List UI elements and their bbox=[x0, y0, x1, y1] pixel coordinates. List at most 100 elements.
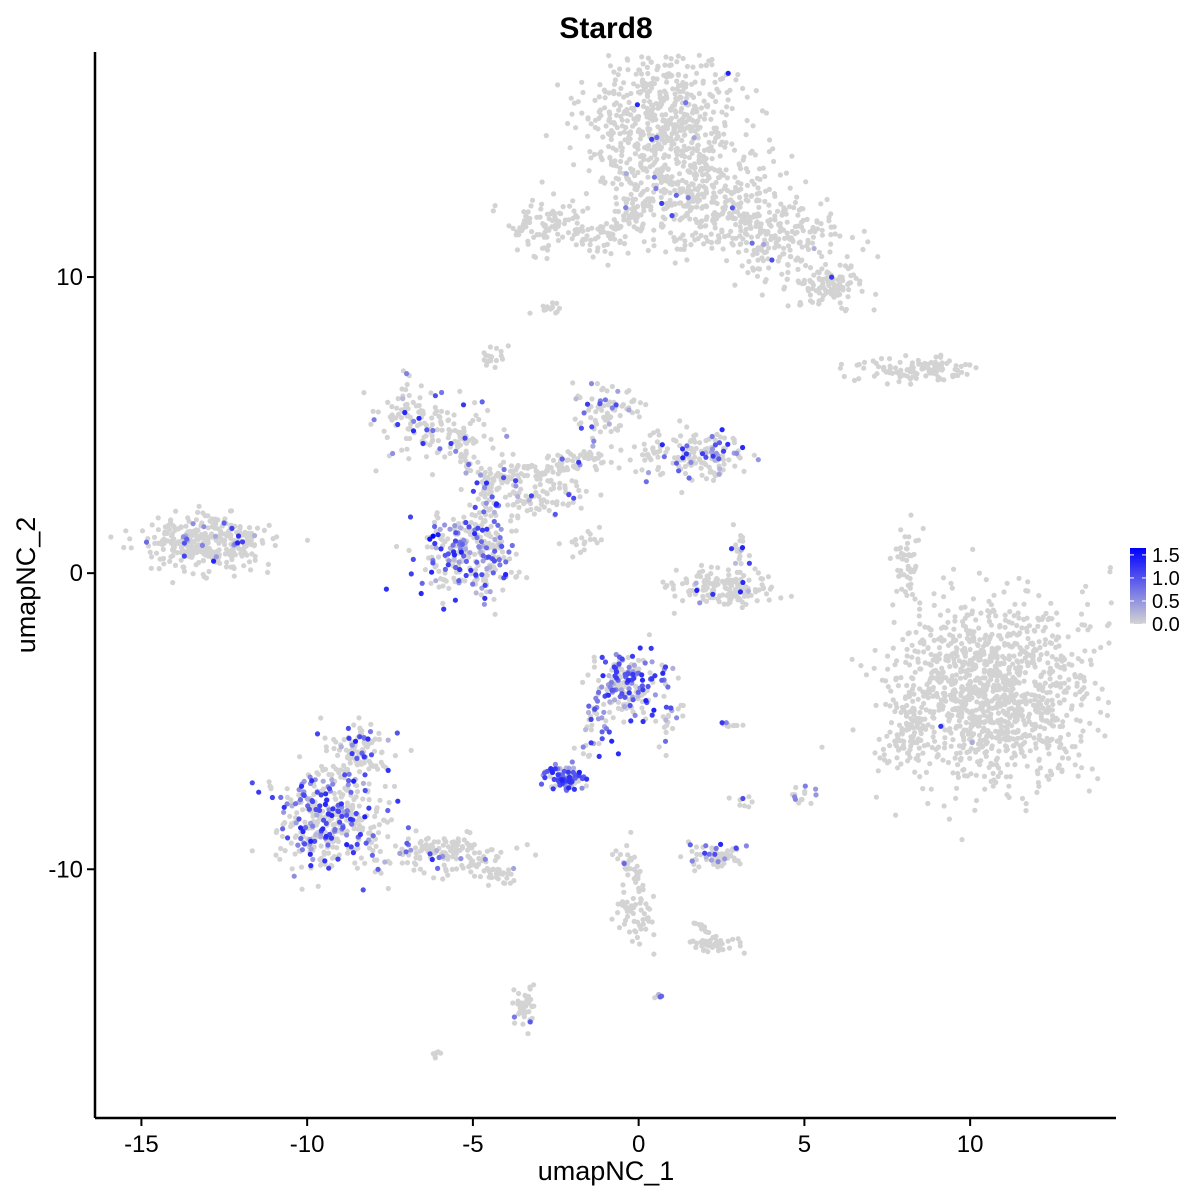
cell-point bbox=[619, 902, 625, 908]
cell-point bbox=[694, 573, 700, 579]
cell-point bbox=[282, 848, 288, 854]
cell-point bbox=[934, 690, 940, 697]
cell-point bbox=[1040, 614, 1046, 620]
cell-point bbox=[935, 377, 941, 383]
cell-point bbox=[909, 365, 915, 371]
cell-point bbox=[818, 221, 824, 227]
cell-point bbox=[737, 166, 744, 172]
cell-point bbox=[688, 128, 694, 134]
cell-point bbox=[723, 140, 729, 146]
cell-point bbox=[599, 175, 605, 181]
cell-point bbox=[627, 156, 633, 162]
cell-point bbox=[719, 109, 725, 115]
cell-point bbox=[384, 434, 390, 440]
cell-point bbox=[950, 372, 956, 378]
cell-point bbox=[358, 855, 364, 861]
cell-point bbox=[956, 718, 962, 724]
cell-point bbox=[418, 383, 424, 389]
cell-point bbox=[759, 576, 766, 582]
cell-point bbox=[625, 57, 631, 63]
cell-point bbox=[810, 234, 817, 240]
cell-point bbox=[722, 183, 729, 189]
cell-point bbox=[983, 735, 989, 741]
cell-point bbox=[673, 567, 679, 573]
cell-point bbox=[912, 596, 918, 602]
cell-point bbox=[954, 653, 960, 659]
cell-point bbox=[249, 551, 255, 557]
cell-point bbox=[440, 583, 446, 589]
cell-point bbox=[969, 608, 976, 614]
cell-point bbox=[703, 155, 709, 162]
cell-point bbox=[155, 515, 161, 521]
cell-point bbox=[222, 516, 228, 522]
cell-point bbox=[399, 447, 405, 453]
cell-point bbox=[317, 857, 323, 863]
cell-point bbox=[1036, 593, 1042, 599]
cell-point bbox=[326, 771, 332, 778]
cell-point bbox=[411, 867, 417, 873]
cell-point bbox=[265, 569, 271, 576]
cell-point bbox=[520, 1021, 526, 1027]
cell-point bbox=[700, 947, 707, 954]
cell-point bbox=[171, 541, 177, 547]
cell-point bbox=[992, 695, 998, 702]
cell-point bbox=[431, 875, 437, 881]
cell-point bbox=[592, 456, 598, 462]
cell-point bbox=[690, 64, 696, 70]
cell-point bbox=[379, 750, 385, 756]
cell-point bbox=[594, 540, 600, 546]
cell-point bbox=[967, 755, 973, 762]
cell-point bbox=[639, 54, 645, 60]
cell-point bbox=[1025, 635, 1031, 642]
cell-point bbox=[613, 186, 620, 192]
cell-point bbox=[532, 254, 539, 260]
cell-point bbox=[598, 492, 604, 498]
cell-point bbox=[673, 237, 679, 243]
cell-point bbox=[931, 591, 937, 597]
cell-point bbox=[571, 745, 577, 751]
cell-point bbox=[903, 720, 910, 727]
cell-point bbox=[621, 921, 628, 927]
cell-point bbox=[700, 80, 706, 86]
cell-point bbox=[1042, 637, 1048, 643]
cell-point bbox=[905, 758, 911, 764]
cell-point bbox=[108, 534, 114, 540]
cell-point bbox=[1010, 630, 1017, 636]
cell-point bbox=[1061, 697, 1067, 703]
cell-point bbox=[700, 596, 706, 603]
cell-point bbox=[913, 375, 919, 381]
cell-point bbox=[406, 456, 412, 462]
cell-point bbox=[272, 542, 278, 549]
cell-point bbox=[347, 760, 353, 766]
cell-point bbox=[678, 433, 684, 439]
cell-point bbox=[694, 147, 700, 153]
cell-point bbox=[524, 842, 530, 848]
cell-point bbox=[895, 683, 902, 689]
cell-point bbox=[665, 203, 671, 210]
cell-point bbox=[1052, 717, 1058, 723]
cell-point bbox=[173, 508, 179, 514]
cell-point bbox=[1065, 731, 1071, 738]
cell-point bbox=[524, 575, 530, 581]
cell-point bbox=[570, 380, 576, 386]
cell-point bbox=[952, 614, 958, 620]
cell-point bbox=[886, 758, 892, 765]
cell-point bbox=[976, 625, 982, 631]
cell-point bbox=[344, 766, 351, 773]
cell-point bbox=[601, 414, 607, 420]
cell-point bbox=[1006, 721, 1012, 727]
cell-point bbox=[877, 755, 883, 761]
cell-point bbox=[760, 585, 767, 591]
cell-point bbox=[380, 763, 386, 769]
cell-point bbox=[684, 95, 690, 101]
cell-point bbox=[588, 727, 594, 733]
cell-point bbox=[762, 198, 768, 205]
cell-point bbox=[576, 487, 582, 494]
cell-point bbox=[1002, 624, 1008, 630]
cell-point bbox=[961, 766, 967, 773]
cell-point bbox=[941, 745, 948, 751]
cell-point bbox=[892, 662, 898, 668]
cell-point bbox=[746, 553, 753, 559]
cell-point bbox=[659, 112, 665, 118]
cell-point bbox=[1072, 762, 1078, 768]
